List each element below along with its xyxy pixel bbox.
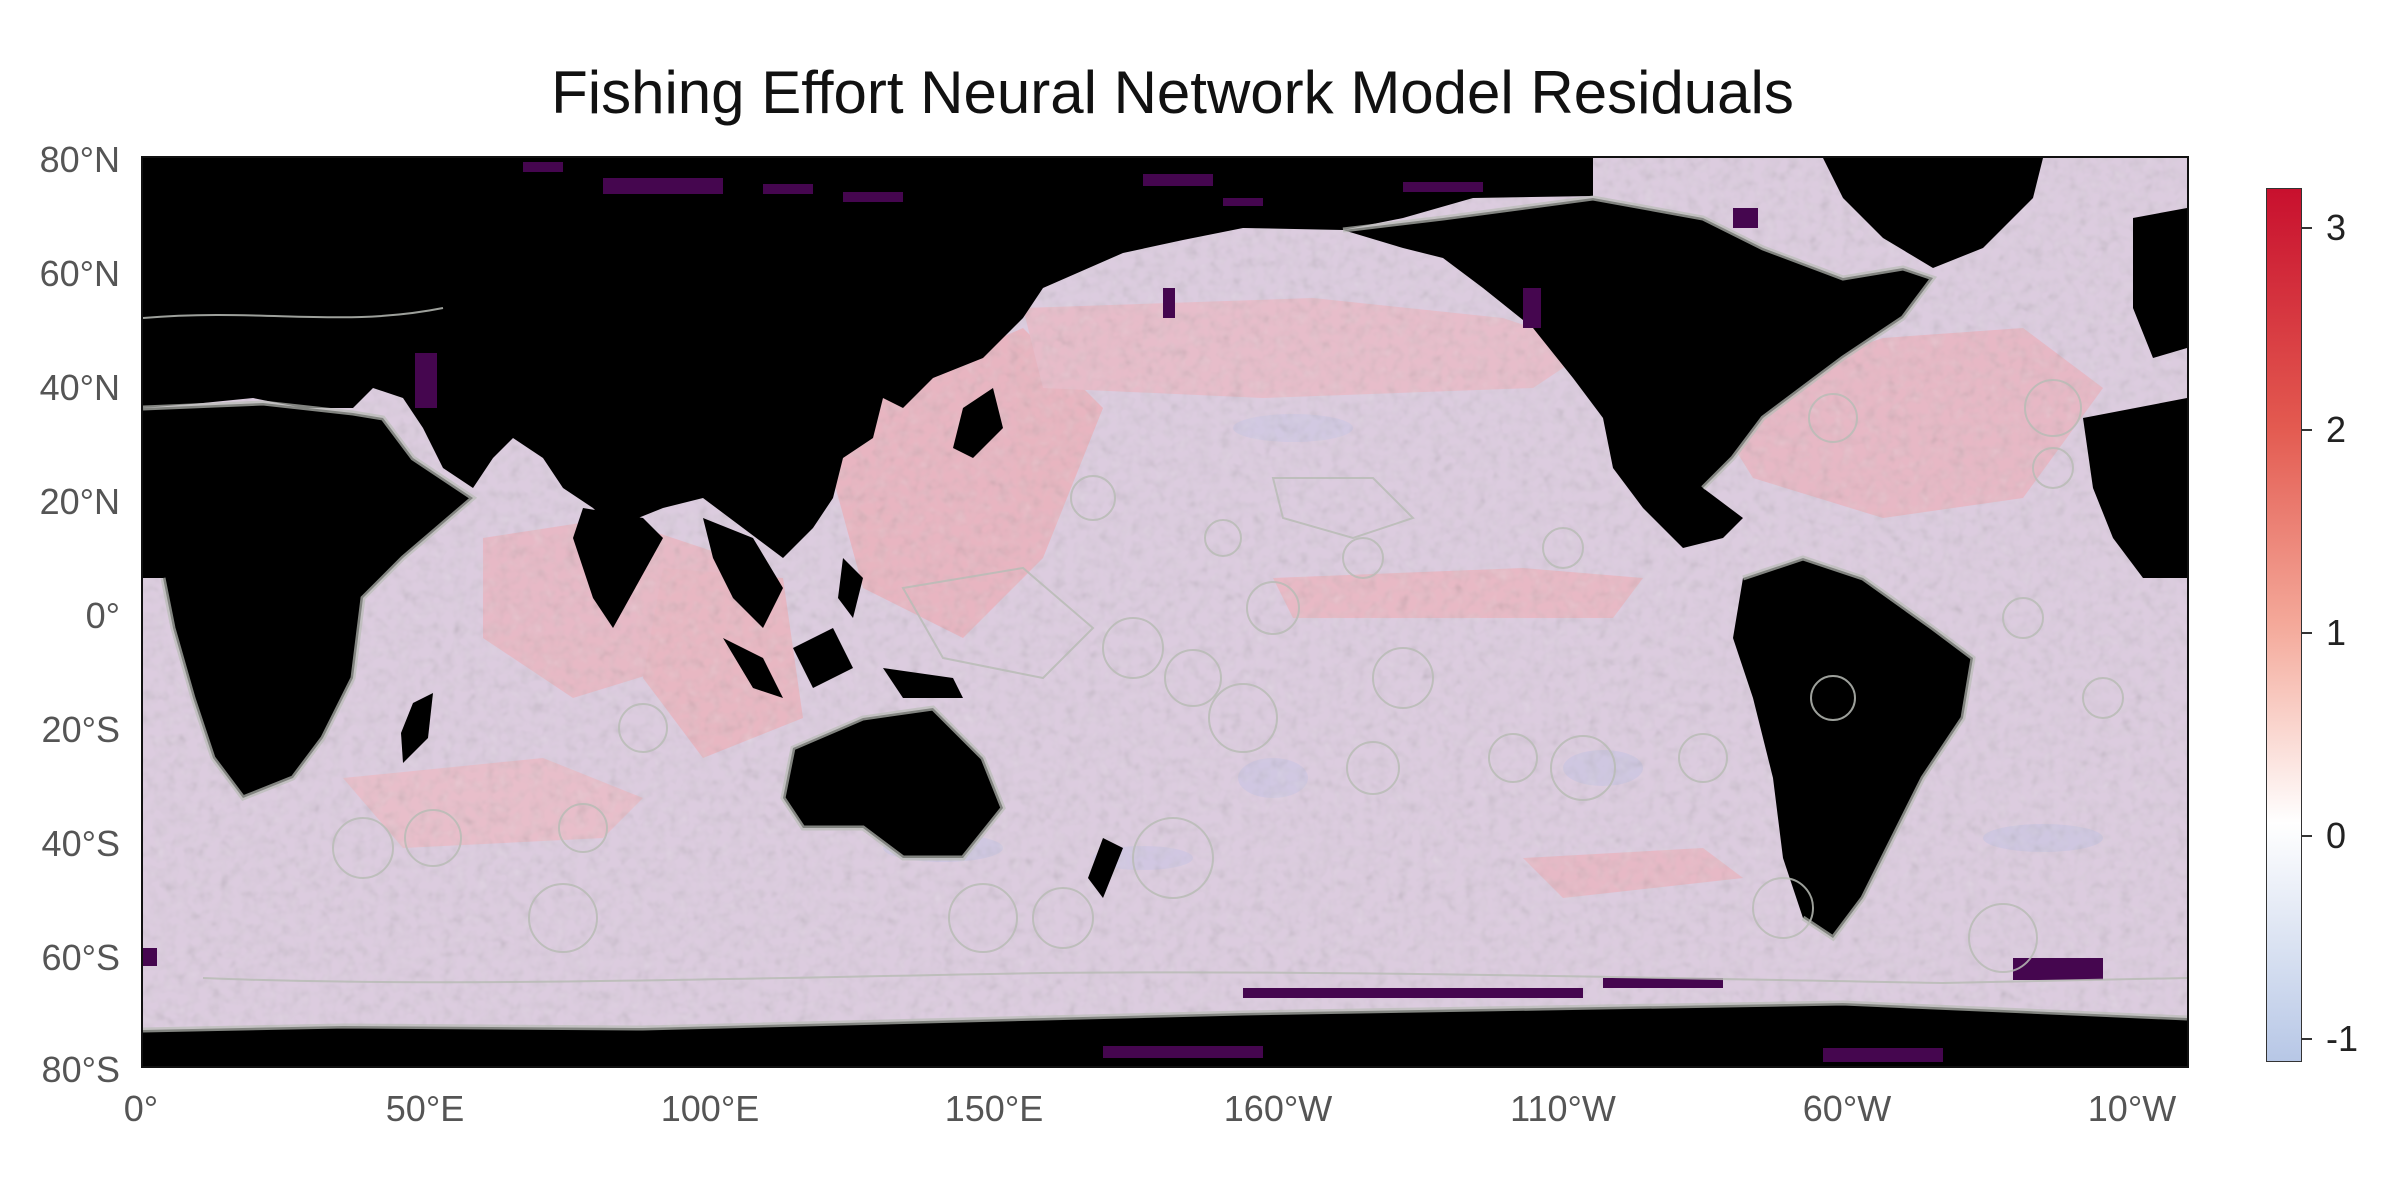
west-africa-land: [2083, 398, 2187, 578]
colorbar-label-3: 3: [2326, 207, 2347, 248]
lat-label-20n: 20°N: [39, 481, 120, 522]
map-title: Fishing Effort Neural Network Model Resi…: [551, 59, 1794, 126]
colorbar-tick-0: [2302, 835, 2312, 837]
land-masses: [143, 158, 2187, 1066]
antarctica-land: [143, 1003, 2187, 1066]
residuals-map[interactable]: [141, 156, 2189, 1068]
lat-label-40n: 40°N: [39, 367, 120, 408]
map-canvas: [143, 158, 2187, 1066]
lon-label-10w: 10°W: [2087, 1088, 2177, 1129]
sumatra-land: [723, 638, 783, 698]
lat-label-60s: 60°S: [41, 937, 120, 978]
colorbar-tick-neg1: [2302, 1038, 2312, 1040]
lat-label-0: 0°: [85, 595, 120, 636]
lon-label-100e: 100°E: [660, 1088, 760, 1129]
colorbar-label-neg1: -1: [2326, 1018, 2359, 1059]
europe-edge-land: [2133, 208, 2187, 358]
missing-data-areas: [143, 162, 2103, 1062]
lat-label-80n: 80°N: [39, 139, 120, 180]
colorbar-label-0: 0: [2326, 815, 2347, 856]
north-america-land: [1343, 198, 1933, 548]
japan-land: [953, 388, 1003, 458]
lat-label-40s: 40°S: [41, 823, 120, 864]
lon-label-60w: 60°W: [1802, 1088, 1892, 1129]
india-land: [573, 508, 663, 628]
philippines-land: [838, 558, 863, 618]
south-america-land: [1733, 558, 1973, 938]
coastline-halos: [143, 195, 2187, 1033]
colorbar-label-1: 1: [2326, 612, 2347, 653]
colorbar-tick-1: [2302, 632, 2312, 634]
borneo-land: [793, 628, 853, 688]
colorbar: [2266, 188, 2302, 1062]
colorbar-label-2: 2: [2326, 409, 2347, 450]
lon-label-150e: 150°E: [944, 1088, 1044, 1129]
australia-land: [783, 708, 1003, 858]
lon-label-110w: 110°W: [1510, 1088, 1616, 1129]
eez-boundaries: [143, 307, 2187, 985]
new-guinea-land: [883, 668, 963, 698]
madagascar-land: [401, 693, 433, 763]
africa-land: [143, 403, 473, 798]
lat-label-60n: 60°N: [39, 253, 120, 294]
lat-label-20s: 20°S: [41, 709, 120, 750]
new-zealand-land: [1088, 838, 1123, 898]
southeast-asia-land: [703, 518, 783, 628]
lat-label-80s: 80°S: [41, 1049, 120, 1090]
colorbar-tick-3: [2302, 227, 2312, 229]
lon-label-50e: 50°E: [385, 1088, 465, 1129]
greenland-land: [1823, 158, 2043, 268]
lon-label-0: 0°: [123, 1088, 159, 1129]
colorbar-tick-2: [2302, 429, 2312, 431]
eurasia-land: [143, 158, 1593, 558]
lon-label-160w: 160°W: [1223, 1088, 1333, 1129]
